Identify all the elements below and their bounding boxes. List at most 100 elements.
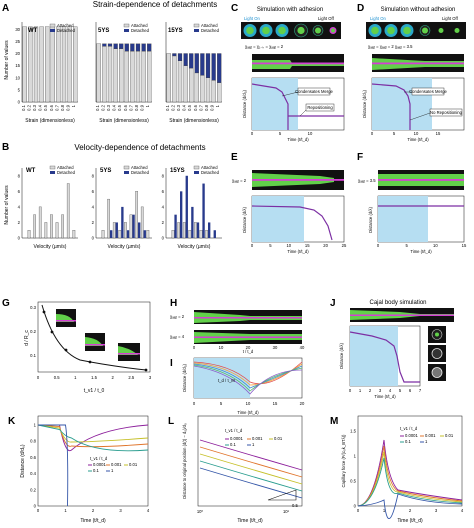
series-line <box>357 457 463 507</box>
series-line <box>193 361 303 385</box>
panel-l-letter: L <box>168 416 174 427</box>
x-tick: 4 <box>461 508 464 513</box>
tick-label: 0.8 <box>204 104 209 110</box>
series-line <box>357 451 463 507</box>
y-tick: 25 <box>15 39 20 44</box>
panel-c-annotation-merge: Condensates Merge <box>295 89 333 94</box>
bar-attached <box>73 26 78 103</box>
panel-c: C Simulation with adhesion Light On Ligh… <box>231 3 345 142</box>
bar-detached <box>126 230 130 238</box>
bar-attached <box>135 50 141 103</box>
x-tick: 2 <box>111 375 114 380</box>
x-tick: 3 <box>149 375 152 380</box>
panel-a-letter: A <box>2 3 9 14</box>
subplot-label: 5YS <box>100 168 111 174</box>
panel-l-slope-triangle <box>267 489 297 501</box>
x-tick: 5 <box>269 243 272 248</box>
bar-detached <box>147 43 152 52</box>
panel-m-letter: M <box>330 416 338 427</box>
panel-f-chi: χₐₐᵦ = 3.5 <box>358 178 376 183</box>
panel-h-chi-2: χₐₐᵦ = 4 <box>170 334 185 339</box>
panel-b-title: Velocity-dependence of detachments <box>74 143 205 152</box>
panel-b-letter: B <box>2 142 9 153</box>
series-line <box>193 363 303 389</box>
bar-attached <box>61 214 64 239</box>
bar-attached <box>124 222 127 239</box>
panel-g-curve <box>41 304 147 371</box>
y-tick: 0.8 <box>30 439 36 444</box>
panel-e-light-region <box>252 196 304 242</box>
panel-h: H χₐₐᵦ = 2 χₐₐᵦ = 4 t / t_d 0 10 20 30 40 <box>170 298 305 354</box>
panel-m-plot-frame <box>357 415 463 507</box>
bar-attached <box>182 222 186 239</box>
panel-d-light-on: Light On <box>370 16 387 21</box>
x-tick: 1 <box>383 508 386 513</box>
y-tick: 0 <box>34 504 37 509</box>
bar-attached <box>172 55 177 103</box>
panel-a-5ys: 0.1 0.2 0.3 0.4 0.5 0.6 0.7 0.8 0.9 1 Strain (dime… <box>95 22 152 124</box>
y-tick: 0 <box>92 236 95 241</box>
legend-detached: Detached <box>131 28 150 33</box>
bar-detached <box>113 43 118 49</box>
panel-c-snapshots <box>243 23 337 38</box>
legend-entry: 0.001 <box>111 462 122 467</box>
x-tick: 30 <box>273 345 278 350</box>
bar-attached <box>33 26 39 103</box>
tick-label: 0.5 <box>117 104 122 110</box>
y-tick: 4 <box>162 204 165 209</box>
bar-attached <box>107 198 110 239</box>
bar-detached <box>135 43 141 52</box>
bar-detached <box>217 53 222 83</box>
panel-i-ylabel: Distance (d/d₀) <box>182 363 187 391</box>
x-tick: 7 <box>419 388 422 393</box>
panel-e-chi: χₐₐᵦ = 2 <box>232 178 247 183</box>
tick-label: 0.8 <box>134 104 139 110</box>
bar-attached <box>67 26 72 103</box>
legend-swatch-attached <box>123 165 130 170</box>
panel-b: B Velocity-dependence of detachments Num… <box>2 142 222 250</box>
panel-f-letter: F <box>357 152 363 163</box>
panel-a-wt: 0.1 0.2 0.3 0.4 0.5 0.6 0.7 0.8 0.9 1 Strain (dime… <box>15 22 78 124</box>
panel-l-xtick: 10¹ <box>283 509 290 514</box>
panel-d: D Simulation without adhesion Light On L… <box>357 3 466 142</box>
bar-attached <box>118 230 122 239</box>
bar-attached <box>200 75 205 103</box>
legend-entry: 1 <box>425 439 428 444</box>
bar-attached <box>171 230 175 239</box>
bar-attached <box>177 60 183 103</box>
panel-g-xlabel: t_v1 / t_0 <box>84 388 105 394</box>
panel-k-letter: K <box>8 416 16 427</box>
panel-g-xticks: 0 0.5 1 1.5 2 2.5 3 <box>37 375 152 380</box>
legend-detached: Detached <box>57 28 76 33</box>
panel-k-lines <box>37 424 149 507</box>
x-tick: 4 <box>147 508 150 513</box>
series-line <box>193 362 303 386</box>
bar-detached <box>213 230 216 238</box>
y-tick: 1 <box>34 423 37 428</box>
bar-detached <box>183 53 188 66</box>
bar-attached <box>44 222 48 239</box>
legend-entry: 0.0001 <box>93 462 106 467</box>
legend-swatch-detached <box>194 29 199 32</box>
panel-h-xticks: 0 10 20 30 40 <box>193 345 305 350</box>
series-line <box>199 446 303 478</box>
panel-d-xlabel: Time (t/t_d) <box>407 137 429 142</box>
panel-c-light-off: Light Off <box>318 16 335 21</box>
bar-attached <box>55 222 59 239</box>
panel-f-ylabel: Distance (d/λ) <box>368 206 373 232</box>
x-tick: 15 <box>273 401 278 406</box>
legend-swatch-attached <box>193 165 200 170</box>
panel-d-light-off: Light Off <box>442 16 459 21</box>
panel-k-plot-frame <box>37 415 149 507</box>
legend-entry: 1 <box>111 468 114 473</box>
x-tick: 20 <box>323 243 328 248</box>
panel-e-trace <box>251 205 333 241</box>
bar-attached <box>177 222 180 239</box>
bar-detached <box>115 222 118 238</box>
panel-a-ylabel: Number of values <box>4 40 10 80</box>
bar-attached <box>112 222 116 239</box>
bar-attached <box>39 26 44 103</box>
bar-detached <box>124 43 129 52</box>
